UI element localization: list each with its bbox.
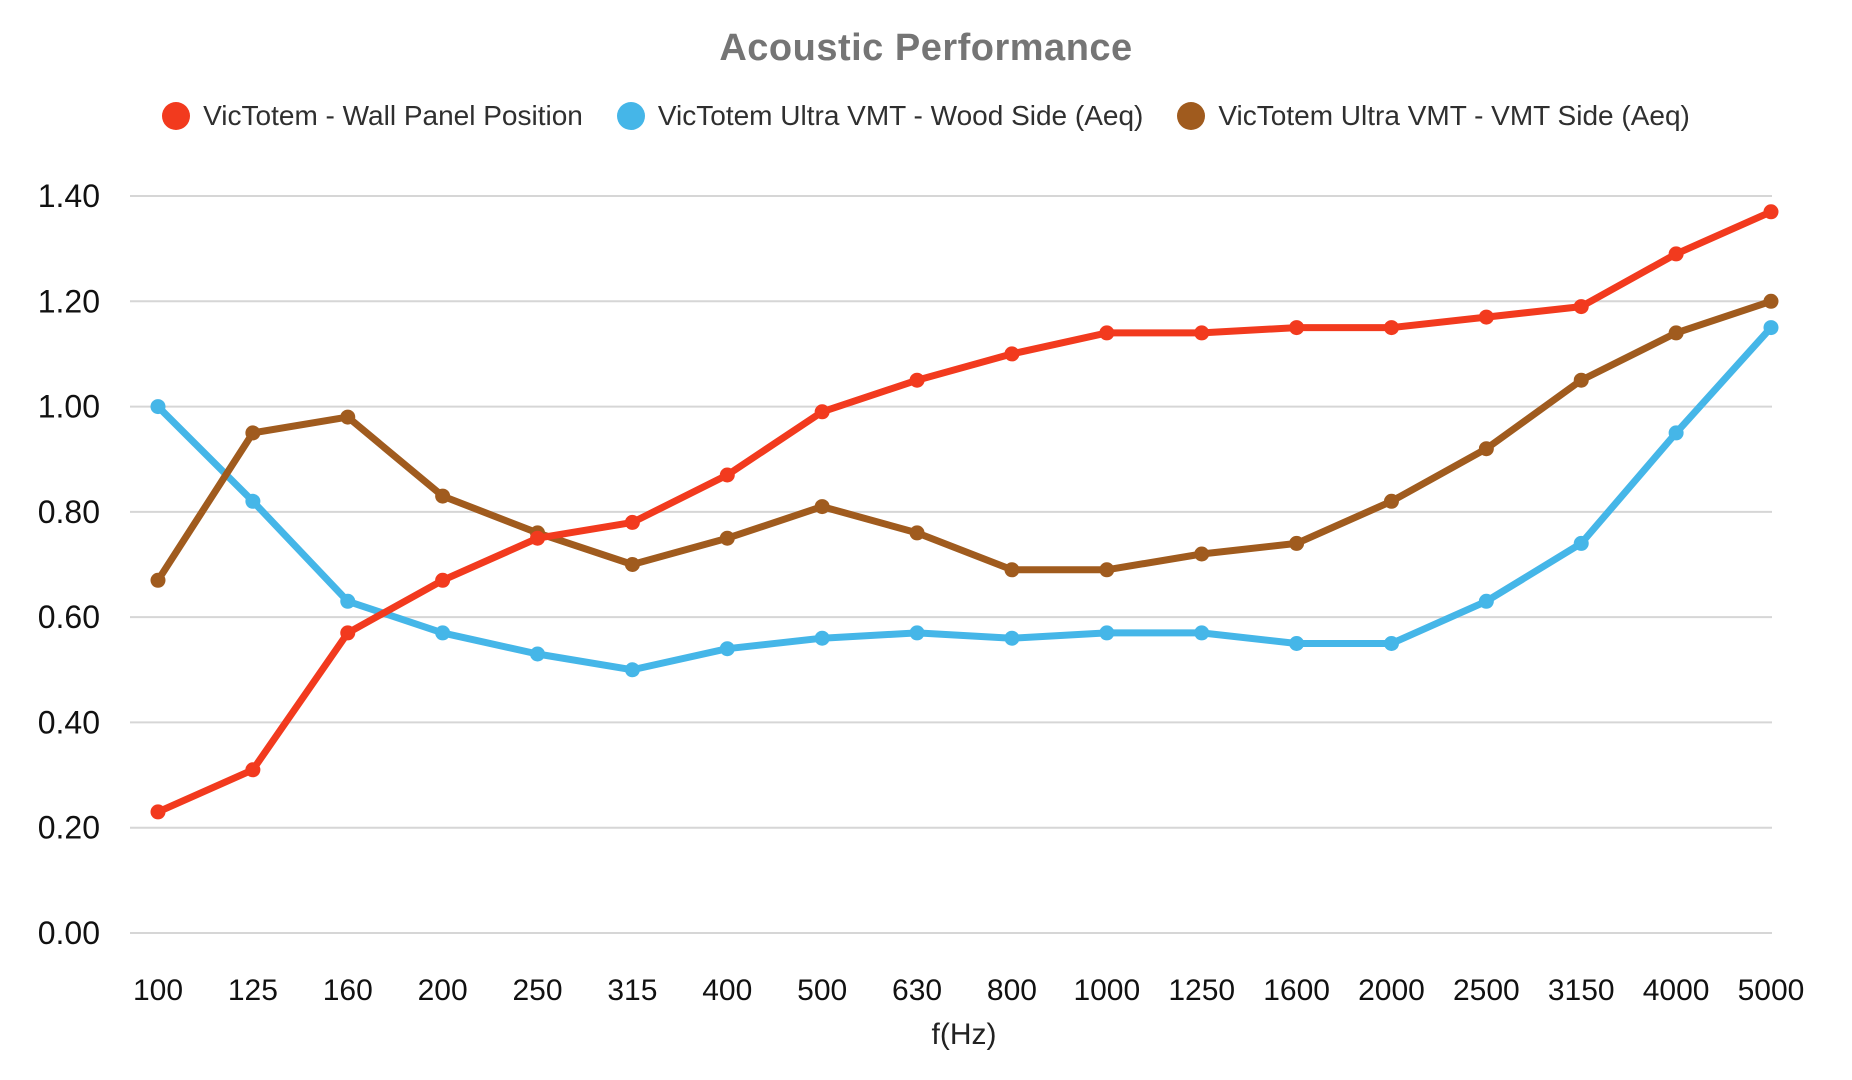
data-point <box>909 525 925 541</box>
series-line <box>154 297 1775 584</box>
data-point <box>1194 325 1210 341</box>
data-point <box>150 399 166 415</box>
data-point <box>1668 246 1684 262</box>
x-tick-label: 630 <box>892 974 942 1007</box>
data-point <box>909 372 925 388</box>
data-point <box>340 409 356 425</box>
series-line <box>154 208 1775 816</box>
data-point <box>150 572 166 588</box>
x-tick-label: 400 <box>702 974 752 1007</box>
y-tick-label: 1.00 <box>38 389 100 425</box>
data-point <box>814 404 830 420</box>
data-point <box>1573 299 1589 315</box>
data-point <box>435 625 451 641</box>
series-line <box>154 324 1775 674</box>
data-point <box>1099 562 1115 578</box>
data-point <box>719 530 735 546</box>
data-point <box>1478 593 1494 609</box>
y-tick-label: 0.60 <box>38 599 100 635</box>
data-point <box>814 630 830 646</box>
y-tick-label: 1.40 <box>38 178 100 214</box>
legend-label: VicTotem - Wall Panel Position <box>203 100 583 131</box>
legend-marker-icon <box>1177 102 1206 130</box>
data-point <box>1289 320 1305 336</box>
x-tick-label: 2500 <box>1453 974 1520 1007</box>
data-point <box>150 804 166 820</box>
data-point <box>1478 441 1494 457</box>
data-point <box>814 499 830 515</box>
legend-item: VicTotem Ultra VMT - VMT Side (Aeq) <box>1177 100 1690 132</box>
legend-item: VicTotem Ultra VMT - Wood Side (Aeq) <box>616 100 1144 132</box>
data-point <box>1383 493 1399 509</box>
data-point <box>1099 325 1115 341</box>
y-tick-label: 0.40 <box>38 704 100 740</box>
data-point <box>245 493 261 509</box>
x-tick-label: 4000 <box>1643 974 1710 1007</box>
data-point <box>245 425 261 441</box>
data-point <box>1763 320 1779 336</box>
x-tick-label: 1000 <box>1073 974 1140 1007</box>
data-point <box>1763 293 1779 309</box>
data-point <box>1668 425 1684 441</box>
chart-title: Acoustic Performance <box>719 27 1133 69</box>
data-point <box>435 572 451 588</box>
data-point <box>340 625 356 641</box>
y-tick-label: 0.20 <box>38 810 100 846</box>
x-tick-label: 315 <box>607 974 657 1007</box>
data-point <box>435 488 451 504</box>
data-point <box>1478 309 1494 325</box>
legend-marker-icon <box>162 102 191 130</box>
x-tick-label: 125 <box>228 974 278 1007</box>
data-point <box>530 530 546 546</box>
data-point <box>1004 346 1020 362</box>
legend-marker-icon <box>616 102 645 130</box>
data-point <box>719 467 735 483</box>
x-tick-label: 800 <box>987 974 1037 1007</box>
data-point <box>1573 372 1589 388</box>
x-tick-label: 2000 <box>1358 974 1425 1007</box>
data-point <box>624 662 640 678</box>
x-tick-label: 3150 <box>1548 974 1615 1007</box>
data-point <box>1004 630 1020 646</box>
data-point <box>1004 562 1020 578</box>
legend-label: VicTotem Ultra VMT - Wood Side (Aeq) <box>657 100 1144 131</box>
x-tick-label: 1250 <box>1168 974 1235 1007</box>
data-point <box>624 514 640 530</box>
legend-item: VicTotem - Wall Panel Position <box>162 100 583 132</box>
data-point <box>530 646 546 662</box>
x-tick-label: 1600 <box>1263 974 1330 1007</box>
x-tick-label: 500 <box>797 974 847 1007</box>
data-point <box>1194 546 1210 562</box>
x-tick-label: 5000 <box>1738 974 1805 1007</box>
x-axis-title: f(Hz) <box>931 1018 997 1051</box>
data-point <box>1763 204 1779 220</box>
x-tick-label: 250 <box>512 974 562 1007</box>
data-point <box>1668 325 1684 341</box>
y-tick-label: 1.20 <box>38 283 100 319</box>
data-point <box>1099 625 1115 641</box>
data-point <box>719 641 735 657</box>
data-point <box>340 593 356 609</box>
x-tick-label: 100 <box>133 974 183 1007</box>
data-point <box>1289 535 1305 551</box>
legend-label: VicTotem Ultra VMT - VMT Side (Aeq) <box>1218 100 1690 131</box>
y-tick-label: 0.00 <box>38 915 100 951</box>
data-point <box>1383 320 1399 336</box>
data-point <box>624 557 640 572</box>
data-point <box>909 625 925 641</box>
data-point <box>245 762 261 778</box>
data-point <box>1194 625 1210 641</box>
legend: VicTotem - Wall Panel Position VicTotem U… <box>0 100 1852 132</box>
x-tick-label: 160 <box>323 974 373 1007</box>
y-tick-label: 0.80 <box>38 494 100 530</box>
data-point <box>1573 535 1589 551</box>
data-point <box>1289 636 1305 651</box>
x-tick-label: 200 <box>418 974 468 1007</box>
data-point <box>1383 636 1399 651</box>
